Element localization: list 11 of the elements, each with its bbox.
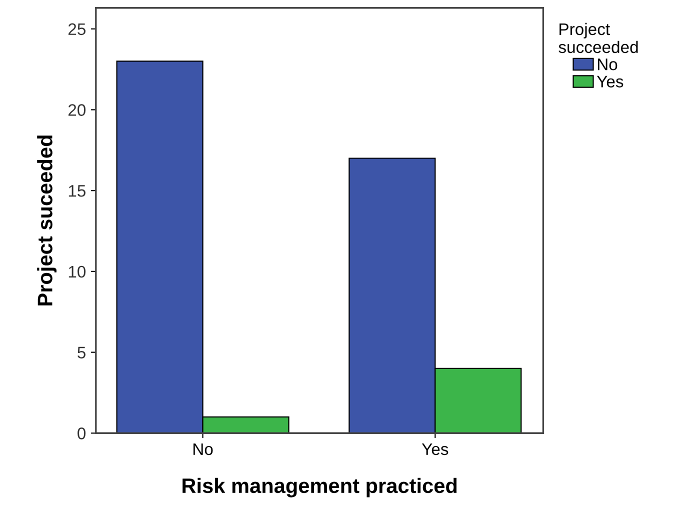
y-tick-label: 20: [68, 104, 86, 116]
legend-label: Yes: [596, 76, 624, 88]
legend-title: Project succeeded: [558, 22, 638, 54]
legend-label: No: [598, 58, 618, 70]
y-tick-label: 5: [78, 346, 86, 358]
y-tick-label: 0: [78, 428, 86, 440]
y-axis-title: Project suceeded: [37, 136, 57, 306]
y-tick-label: 25: [68, 23, 86, 36]
y-tick-label: 10: [68, 266, 86, 278]
y-tick-label: 15: [68, 185, 86, 197]
x-axis-title: Risk management practiced: [182, 478, 457, 498]
